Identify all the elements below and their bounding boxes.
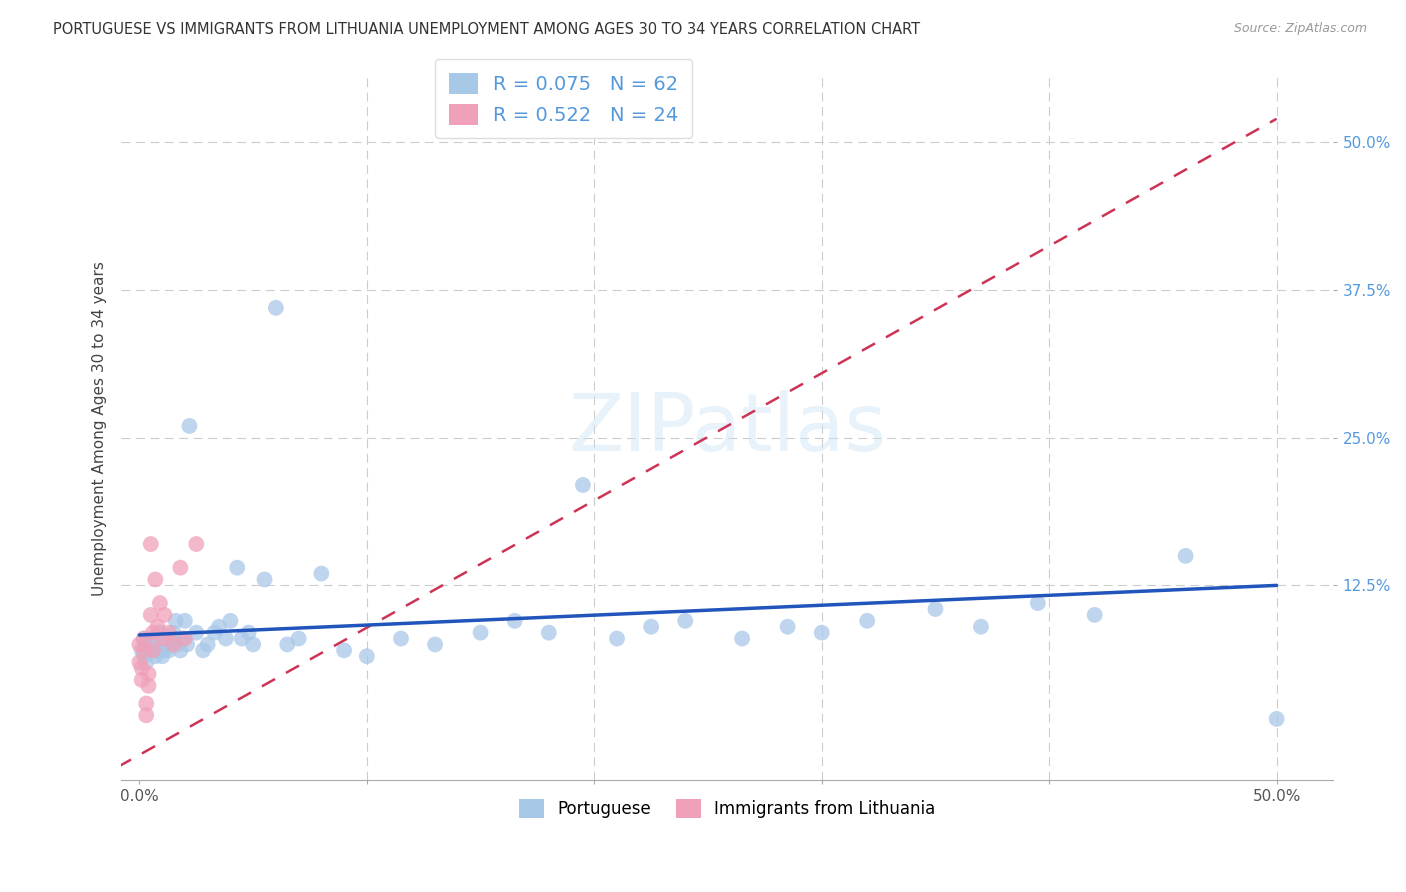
Point: [208, 620, 231, 634]
Point: [174, 614, 197, 628]
Point: [128, 637, 150, 651]
Point: [131, 661, 153, 675]
Point: [640, 620, 662, 634]
Y-axis label: Unemployment Among Ages 30 to 34 years: Unemployment Among Ages 30 to 34 years: [93, 261, 107, 597]
Point: [172, 632, 194, 646]
Point: [924, 602, 946, 616]
Point: [231, 632, 253, 646]
Point: [150, 649, 173, 664]
Point: [135, 655, 157, 669]
Point: [142, 637, 165, 651]
Point: [150, 637, 173, 651]
Point: [139, 632, 162, 646]
Point: [153, 607, 176, 622]
Point: [238, 625, 260, 640]
Point: [356, 649, 378, 664]
Point: [389, 632, 412, 646]
Point: [132, 632, 155, 646]
Point: [138, 643, 160, 657]
Point: [253, 573, 276, 587]
Point: [470, 625, 492, 640]
Point: [132, 632, 155, 646]
Point: [142, 625, 165, 640]
Point: [333, 643, 356, 657]
Point: [146, 643, 169, 657]
Point: [135, 697, 157, 711]
Point: [276, 637, 298, 651]
Point: [606, 632, 628, 646]
Point: [219, 614, 242, 628]
Point: [1174, 549, 1197, 563]
Point: [143, 649, 166, 664]
Point: [162, 637, 184, 651]
Point: [1026, 596, 1049, 610]
Point: [165, 614, 187, 628]
Point: [191, 643, 214, 657]
Point: [139, 607, 162, 622]
Point: [131, 643, 153, 657]
Point: [572, 478, 595, 492]
Point: [135, 708, 157, 723]
Point: [204, 625, 226, 640]
Text: Source: ZipAtlas.com: Source: ZipAtlas.com: [1233, 22, 1367, 36]
Point: [176, 637, 198, 651]
Legend: Portuguese, Immigrants from Lithuania: Portuguese, Immigrants from Lithuania: [512, 793, 942, 825]
Point: [132, 649, 155, 664]
Point: [131, 673, 153, 687]
Point: [169, 560, 191, 574]
Point: [135, 637, 157, 651]
Point: [970, 620, 993, 634]
Point: [731, 632, 754, 646]
Point: [157, 643, 180, 657]
Point: [856, 614, 879, 628]
Point: [162, 625, 184, 640]
Point: [776, 620, 799, 634]
Point: [169, 643, 191, 657]
Point: [167, 637, 190, 651]
Point: [186, 625, 208, 640]
Point: [1084, 607, 1107, 622]
Point: [810, 625, 832, 640]
Point: [1265, 712, 1288, 726]
Point: [138, 679, 160, 693]
Point: [242, 637, 264, 651]
Point: [537, 625, 560, 640]
Point: [503, 614, 526, 628]
Text: ZIPatlas: ZIPatlas: [568, 390, 886, 468]
Point: [673, 614, 696, 628]
Point: [132, 643, 155, 657]
Text: PORTUGUESE VS IMMIGRANTS FROM LITHUANIA UNEMPLOYMENT AMONG AGES 30 TO 34 YEARS C: PORTUGUESE VS IMMIGRANTS FROM LITHUANIA …: [53, 22, 921, 37]
Point: [264, 301, 287, 315]
Point: [149, 596, 172, 610]
Point: [186, 537, 208, 551]
Point: [156, 632, 179, 646]
Point: [226, 560, 249, 574]
Point: [150, 632, 173, 646]
Point: [142, 643, 165, 657]
Point: [157, 625, 180, 640]
Point: [311, 566, 333, 581]
Point: [197, 637, 219, 651]
Point: [128, 655, 150, 669]
Point: [139, 537, 162, 551]
Point: [160, 637, 183, 651]
Point: [174, 632, 197, 646]
Point: [138, 667, 160, 681]
Point: [287, 632, 309, 646]
Point: [143, 573, 166, 587]
Point: [423, 637, 446, 651]
Point: [153, 643, 176, 657]
Point: [215, 632, 238, 646]
Point: [179, 418, 201, 433]
Point: [146, 620, 169, 634]
Point: [149, 625, 172, 640]
